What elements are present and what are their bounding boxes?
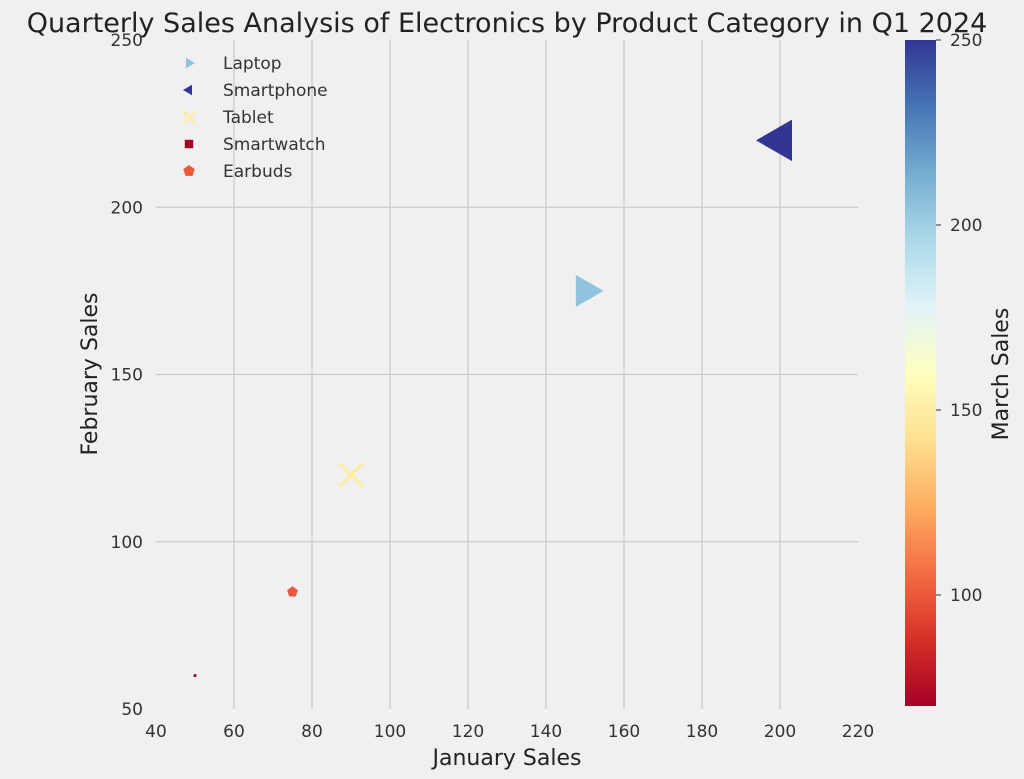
- x-tick-label: 120: [452, 722, 484, 742]
- legend-marker-earbuds: [183, 165, 195, 176]
- colorbar-tick-labels: 100 150 200 250: [936, 31, 982, 606]
- colorbar-tick-label: 150: [950, 401, 982, 421]
- legend-marker-smartwatch: [184, 139, 194, 149]
- legend-label-laptop: Laptop: [223, 54, 282, 74]
- y-tick-label: 150: [111, 366, 143, 386]
- point-smartwatch: [193, 674, 197, 677]
- y-tick-labels: 50 100 150 200 250: [111, 31, 143, 720]
- x-tick-label: 100: [374, 722, 406, 742]
- x-tick-label: 160: [608, 722, 640, 742]
- x-tick-label: 80: [301, 722, 323, 742]
- colorbar-tick-label: 100: [950, 586, 982, 606]
- x-tick-label: 220: [842, 722, 874, 742]
- point-laptop: [575, 274, 604, 307]
- legend: Laptop Smartphone Tablet Smartwatch Earbuds: [182, 54, 328, 182]
- point-smartphone: [756, 119, 792, 162]
- y-axis-label: February Sales: [78, 292, 103, 455]
- legend-label-smartphone: Smartphone: [223, 81, 328, 101]
- x-tick-label: 180: [686, 722, 718, 742]
- point-tablet: [338, 461, 364, 488]
- legend-label-earbuds: Earbuds: [223, 162, 293, 182]
- y-tick-label: 100: [111, 533, 143, 553]
- x-tick-label: 60: [223, 722, 245, 742]
- colorbar-tick-label: 250: [950, 31, 982, 51]
- y-tick-label: 200: [111, 198, 143, 218]
- x-tick-labels: 40 60 80 100 120 140 160 180 200 220: [145, 722, 874, 742]
- colorbar-label: March Sales: [989, 308, 1014, 441]
- chart-title: Quarterly Sales Analysis of Electronics …: [27, 8, 988, 39]
- legend-marker-laptop: [186, 57, 195, 69]
- point-earbuds: [287, 586, 298, 597]
- x-tick-label: 200: [764, 722, 796, 742]
- legend-label-tablet: Tablet: [222, 108, 274, 128]
- y-tick-label: 250: [111, 31, 143, 51]
- legend-marker-tablet: [182, 110, 196, 124]
- grid-lines: [156, 40, 858, 709]
- y-tick-label: 50: [121, 700, 143, 720]
- legend-label-smartwatch: Smartwatch: [223, 135, 326, 155]
- x-tick-label: 40: [145, 722, 167, 742]
- x-axis-label: January Sales: [431, 746, 582, 771]
- legend-marker-smartphone: [183, 84, 192, 96]
- x-tick-label: 140: [530, 722, 562, 742]
- data-points: [193, 119, 792, 677]
- colorbar: [905, 40, 936, 706]
- colorbar-tick-label: 200: [950, 216, 982, 236]
